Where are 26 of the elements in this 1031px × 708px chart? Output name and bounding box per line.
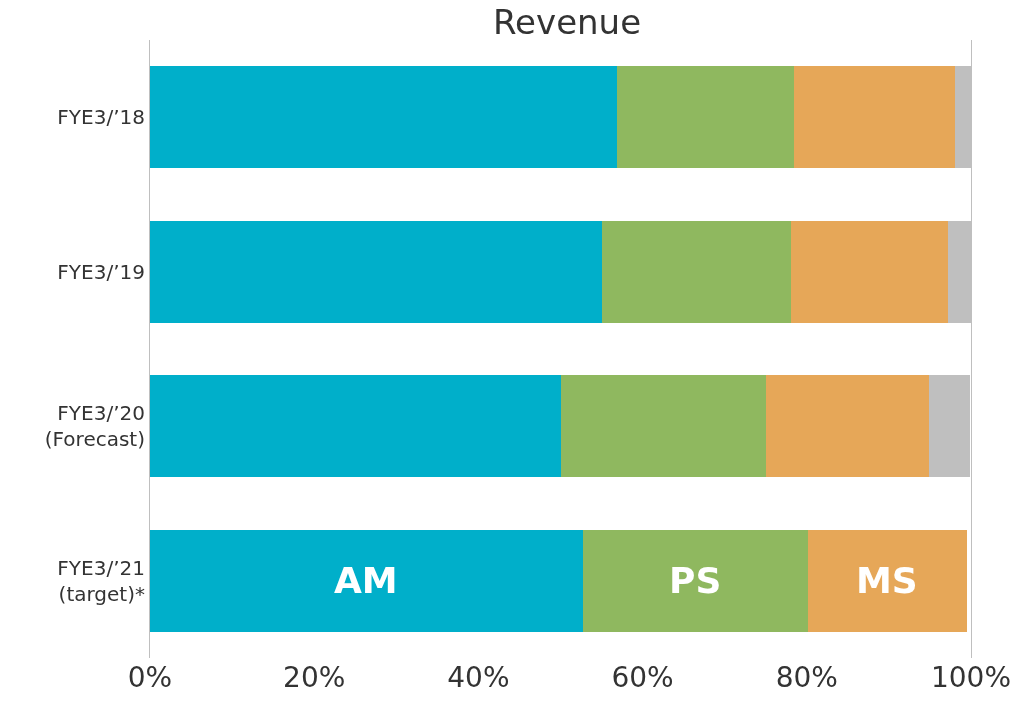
bar [150, 375, 561, 478]
bar [807, 529, 967, 632]
x-tick-label: 0% [127, 661, 173, 694]
series-label: AM [334, 560, 398, 601]
x-tick-label: 40% [447, 661, 510, 694]
x-tick-label: 100% [930, 661, 1012, 694]
chart-title: Revenue [493, 2, 642, 43]
bar [150, 220, 603, 323]
bar [150, 529, 583, 632]
bar [582, 529, 808, 632]
x-tick-label: 20% [283, 661, 346, 694]
bar [617, 66, 795, 169]
bar [602, 220, 792, 323]
bar [791, 220, 949, 323]
bar [765, 375, 930, 478]
y-tick-label: FYE3/’20 (Forecast) [44, 401, 145, 452]
series-label: MS [856, 560, 918, 601]
x-tick-label: 60% [611, 661, 674, 694]
y-tick-label: FYE3/’21 (target)* [57, 555, 145, 606]
bar [150, 66, 618, 169]
y-tick-label: FYE3/’19 [57, 259, 145, 284]
bar [560, 375, 766, 478]
bar [794, 66, 956, 169]
x-tick-label: 80% [775, 661, 838, 694]
y-tick-label: FYE3/’18 [57, 105, 145, 130]
series-label: PS [669, 560, 722, 601]
